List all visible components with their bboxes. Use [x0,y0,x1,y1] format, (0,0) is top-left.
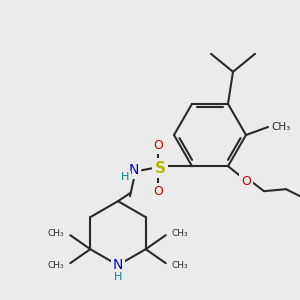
Text: S: S [154,161,166,176]
Text: O: O [153,139,163,152]
Text: CH₃: CH₃ [172,261,188,270]
Text: N: N [113,258,123,272]
Text: N: N [129,163,139,177]
Text: CH₃: CH₃ [48,261,64,270]
Text: H: H [114,272,122,282]
Text: CH₃: CH₃ [48,229,64,238]
Text: O: O [153,185,163,198]
Text: H: H [121,172,129,182]
Text: O: O [241,175,251,188]
Text: CH₃: CH₃ [172,229,188,238]
Text: CH₃: CH₃ [271,122,290,132]
